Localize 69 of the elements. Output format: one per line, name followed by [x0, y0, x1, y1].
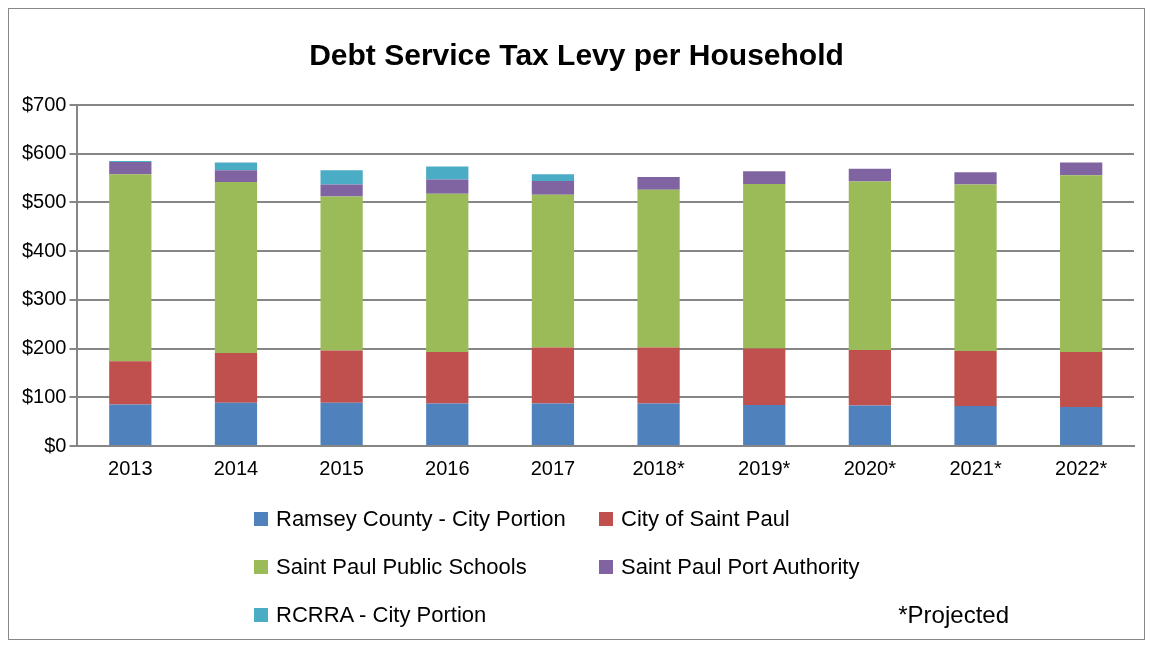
- bar: [531, 347, 575, 404]
- bar: [531, 180, 575, 195]
- x-tick-label: 2017: [530, 456, 576, 479]
- x-tick-label: 2018*: [632, 456, 685, 479]
- bar: [109, 361, 152, 405]
- bar: [848, 350, 891, 406]
- bar: [426, 351, 469, 404]
- y-tick-label: $0: [44, 433, 67, 456]
- legend-label: RCRRA - City Portion: [276, 602, 487, 628]
- bar: [320, 184, 363, 197]
- bar: [954, 406, 997, 445]
- legend-label: Ramsey County - City Portion: [276, 506, 566, 532]
- bar: [954, 184, 997, 352]
- bar: [214, 162, 258, 171]
- bar: [1060, 175, 1103, 352]
- y-tick-label: $100: [21, 384, 67, 407]
- bar: [743, 405, 786, 445]
- y-tick-label: $200: [21, 336, 67, 359]
- bar: [531, 174, 575, 181]
- bar: [848, 405, 891, 445]
- bar: [954, 172, 997, 185]
- bar: [848, 181, 891, 351]
- y-tick-label: $400: [21, 238, 67, 261]
- text: *Projected: [898, 601, 1009, 629]
- bar: [743, 348, 786, 406]
- bar: [109, 404, 152, 445]
- chart-title: Debt Service Tax Levy per Household: [309, 38, 844, 72]
- bar: [531, 194, 575, 348]
- legend-label: City of Saint Paul: [621, 506, 790, 532]
- bar: [743, 171, 786, 184]
- bar: [426, 179, 469, 194]
- bar: [426, 193, 469, 352]
- x-tick-label: 2021*: [949, 456, 1002, 479]
- x-tick-label: 2020*: [843, 456, 897, 479]
- y-tick-label: $500: [21, 189, 67, 212]
- bar: [214, 402, 258, 445]
- x-tick-label: 2016: [425, 456, 470, 479]
- bar: [320, 350, 363, 403]
- y-tick-label: $300: [21, 287, 67, 310]
- bar: [1060, 162, 1103, 176]
- bar: [743, 183, 786, 349]
- bar: [109, 162, 152, 175]
- bar: [426, 166, 469, 180]
- x-tick-label: 2019*: [738, 456, 791, 479]
- bar: [1060, 351, 1103, 408]
- bar: [109, 174, 152, 362]
- y-tick-label: $700: [21, 92, 67, 115]
- x-tick-label: 2015: [319, 456, 364, 479]
- bar: [637, 347, 680, 404]
- bar: [954, 351, 997, 407]
- legend-label: Saint Paul Public Schools: [276, 554, 527, 580]
- bar: [637, 403, 680, 445]
- bar: [320, 402, 363, 445]
- bar: [848, 168, 891, 182]
- legend-label: Saint Paul Port Authority: [621, 554, 860, 580]
- y-tick-label: $600: [21, 141, 67, 164]
- bar: [1060, 407, 1103, 445]
- bar: [320, 170, 363, 185]
- bar: [214, 181, 258, 353]
- x-tick-label: 2022*: [1055, 456, 1108, 479]
- bar: [637, 189, 680, 348]
- x-tick-label: 2013: [108, 456, 153, 479]
- bar: [531, 403, 575, 445]
- x-tick-label: 2014: [213, 456, 259, 479]
- bar: [214, 352, 258, 403]
- bar: [637, 177, 680, 190]
- bar: [426, 403, 469, 445]
- bar: [320, 196, 363, 351]
- bar: [214, 170, 258, 182]
